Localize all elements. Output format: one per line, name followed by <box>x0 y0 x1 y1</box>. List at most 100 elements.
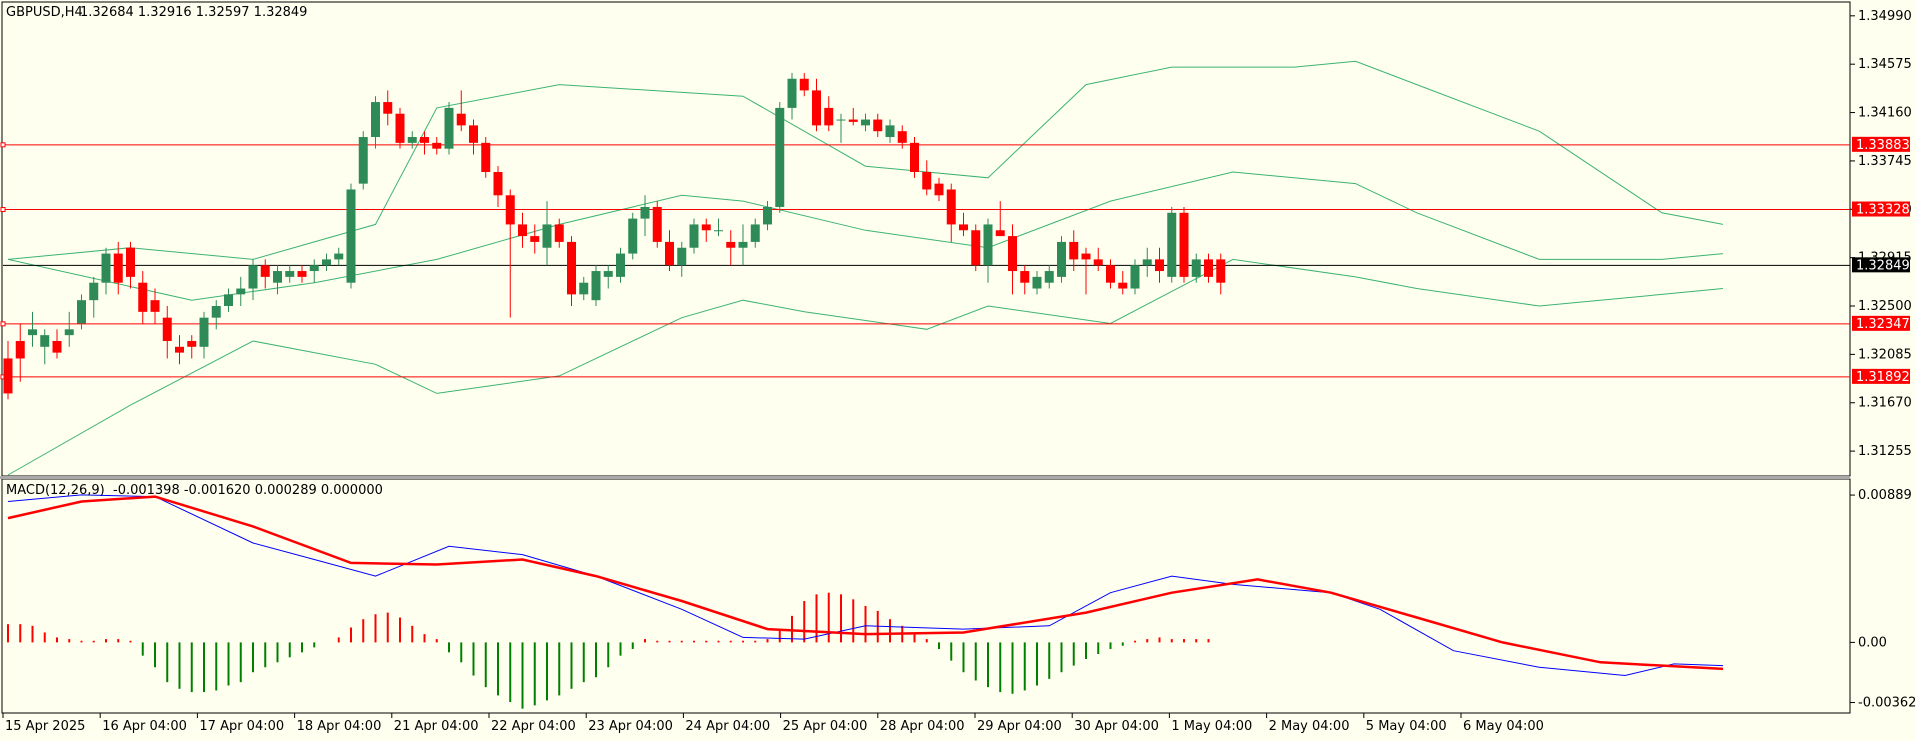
bull-candle <box>763 206 772 225</box>
macd-panel: 0.00889 0.00 -0.003629 <box>7 488 1916 711</box>
bull-candle <box>89 282 99 301</box>
bull-candle <box>640 206 650 219</box>
bull-candle <box>787 78 797 108</box>
bear-candle <box>701 224 711 231</box>
x-tick-label: 21 Apr 04:00 <box>394 719 479 734</box>
x-tick-label: 22 Apr 04:00 <box>491 719 576 734</box>
bear-candle <box>910 142 919 172</box>
macd-tick-label: 0.00 <box>1858 635 1887 650</box>
bear-candle <box>162 317 172 341</box>
bollinger-lower-line <box>7 258 1724 476</box>
bull-candle <box>77 300 86 324</box>
bull-candle <box>677 247 687 266</box>
bear-candle <box>52 340 62 353</box>
bull-candle <box>1057 241 1066 277</box>
bull-candle <box>628 218 638 254</box>
level-price-tag <box>1852 315 1910 331</box>
bear-candle <box>113 253 123 283</box>
symbol-title: GBPUSD,H4 <box>6 5 83 20</box>
x-tick-label: 17 Apr 04:00 <box>199 719 284 734</box>
bull-candle <box>603 271 613 277</box>
bull-candle <box>1044 271 1054 283</box>
x-tick-label: 30 Apr 04:00 <box>1074 719 1159 734</box>
bear-candle <box>848 119 858 122</box>
bear-candle <box>138 282 148 312</box>
price-tick-label: 1.32500 <box>1858 299 1912 314</box>
bear-candle <box>530 236 540 242</box>
bollinger-middle-line <box>7 171 1724 301</box>
bear-candle <box>922 171 932 190</box>
panel-separator <box>0 476 1850 479</box>
bull-candle <box>40 335 50 347</box>
bull-candle <box>689 224 699 248</box>
bull-candle <box>750 224 760 242</box>
bear-candle <box>995 230 1005 237</box>
bull-candle <box>199 317 209 347</box>
bear-candle <box>481 142 491 172</box>
x-axis: 15 Apr 2025 16 Apr 04:00 17 Apr 04:00 18 Ap… <box>2 713 1544 734</box>
bull-candle <box>273 271 282 283</box>
bull-candle <box>983 224 993 266</box>
bear-candle <box>432 142 442 149</box>
x-tick-label: 15 Apr 2025 <box>5 719 85 734</box>
bear-candle <box>187 340 197 347</box>
bull-candle <box>224 294 233 307</box>
level-price-label: 1.33883 <box>1856 138 1910 153</box>
macd-title: MACD(12,26,9) <box>6 483 105 498</box>
x-tick-label: 6 May 04:00 <box>1463 719 1544 734</box>
bull-candle <box>371 102 380 138</box>
bull-candle <box>775 107 785 207</box>
bull-candle <box>64 329 74 336</box>
bear-candle <box>1008 236 1017 272</box>
bear-candle <box>1106 265 1115 283</box>
bear-candle <box>824 107 834 126</box>
bull-candle <box>1167 212 1177 277</box>
macd-tick-label: -0.003629 <box>1858 696 1916 711</box>
bear-candle <box>150 300 160 312</box>
level-price-tag <box>1852 368 1910 384</box>
bull-candle <box>211 306 221 318</box>
bull-candle <box>738 241 748 248</box>
price-tick-label: 1.34990 <box>1858 9 1912 24</box>
price-tick-label: 1.31255 <box>1858 444 1912 459</box>
level-anchor-handle[interactable] <box>0 321 6 327</box>
x-tick-label: 23 Apr 04:00 <box>588 719 673 734</box>
bull-candle <box>1130 265 1140 289</box>
level-anchor-handle[interactable] <box>0 142 6 148</box>
macd-readout: -0.001398 -0.001620 0.000289 0.000000 <box>113 483 383 498</box>
bear-candle <box>126 247 135 277</box>
bear-candle <box>1179 212 1189 277</box>
bull-candle <box>248 265 258 289</box>
bollinger-upper-line <box>7 60 1724 260</box>
bear-candle <box>812 90 821 126</box>
price-panel: 1.349901.345751.341601.337451.333301.329… <box>0 9 1912 476</box>
price-tick-label: 1.31670 <box>1858 396 1912 411</box>
bull-candle <box>885 125 895 138</box>
bull-candle <box>1142 259 1152 266</box>
bear-candle <box>395 113 405 143</box>
bull-candle <box>285 271 295 277</box>
bear-candle <box>3 358 13 394</box>
price-tick-label: 1.34575 <box>1858 57 1912 72</box>
macd-line <box>7 494 1724 677</box>
x-tick-label: 1 May 04:00 <box>1171 719 1252 734</box>
bear-candle <box>946 189 956 225</box>
level-anchor-handle[interactable] <box>0 207 6 213</box>
price-tick-label: 1.33745 <box>1858 154 1912 169</box>
bear-candle <box>959 224 968 231</box>
bear-candle <box>1081 253 1091 260</box>
bear-candle <box>567 241 576 295</box>
bull-candle <box>616 253 625 277</box>
x-tick-label: 29 Apr 04:00 <box>977 719 1062 734</box>
bull-candle <box>322 259 331 266</box>
bull-candle <box>334 253 344 260</box>
bull-candle <box>236 288 246 295</box>
bear-candle <box>260 265 270 277</box>
x-tick-label: 5 May 04:00 <box>1366 719 1447 734</box>
bear-candle <box>420 137 429 143</box>
level-price-label: 1.32347 <box>1856 317 1910 332</box>
bear-candle <box>799 78 809 91</box>
price-tick-label: 1.34160 <box>1858 106 1912 121</box>
